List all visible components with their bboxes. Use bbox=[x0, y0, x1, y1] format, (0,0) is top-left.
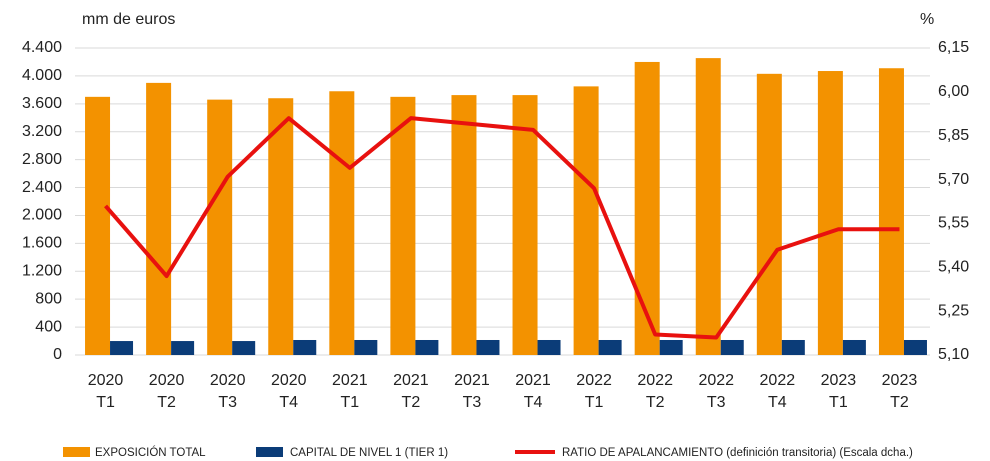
y-tick-label: 4.400 bbox=[22, 39, 62, 56]
bar bbox=[512, 95, 538, 355]
bar bbox=[781, 339, 805, 355]
x-tick-label: 2022 bbox=[698, 372, 734, 389]
bar bbox=[354, 339, 378, 355]
bar bbox=[232, 341, 256, 355]
bar bbox=[171, 341, 195, 355]
y2-tick-label: 5,55 bbox=[938, 215, 969, 232]
x-tick-label: 2020 bbox=[149, 372, 185, 389]
y2-tick-label: 6,00 bbox=[938, 83, 969, 100]
legend-label: EXPOSICIÓN TOTAL bbox=[95, 446, 206, 459]
y-unit-label: mm de euros bbox=[82, 11, 175, 28]
x-tick-label: T2 bbox=[890, 394, 909, 411]
bar bbox=[110, 341, 134, 355]
x-tick-label: T3 bbox=[463, 394, 482, 411]
bar bbox=[207, 99, 233, 355]
y-tick-label: 4.000 bbox=[22, 67, 62, 84]
bar bbox=[537, 339, 561, 355]
x-tick-label: T1 bbox=[340, 394, 359, 411]
bar bbox=[659, 339, 683, 355]
legend-label: RATIO DE APALANCAMIENTO (definición tran… bbox=[562, 447, 913, 459]
y-tick-label: 400 bbox=[35, 318, 62, 335]
x-tick-label: 2020 bbox=[271, 372, 307, 389]
y-tick-label: 2.000 bbox=[22, 207, 62, 224]
x-tick-label: T3 bbox=[218, 394, 237, 411]
x-tick-label: T4 bbox=[768, 394, 787, 411]
y-tick-label: 3.600 bbox=[22, 95, 62, 112]
legend-swatch bbox=[256, 447, 283, 457]
bar bbox=[903, 339, 927, 355]
bar bbox=[268, 98, 294, 356]
x-tick-label: 2020 bbox=[88, 372, 124, 389]
y2-tick-label: 5,10 bbox=[938, 346, 969, 363]
x-tick-label: T3 bbox=[707, 394, 726, 411]
x-tick-label: T1 bbox=[585, 394, 604, 411]
y2-tick-label: 6,15 bbox=[938, 39, 969, 56]
bar bbox=[598, 339, 622, 355]
x-tick-label: 2023 bbox=[882, 372, 918, 389]
bar bbox=[293, 339, 317, 355]
y2-tick-label: 5,40 bbox=[938, 259, 969, 276]
x-tick-label: 2023 bbox=[821, 372, 857, 389]
bar bbox=[146, 82, 172, 356]
bar bbox=[878, 68, 904, 355]
y-tick-label: 3.200 bbox=[22, 123, 62, 140]
x-tick-label: T4 bbox=[279, 394, 298, 411]
legend-swatch bbox=[63, 447, 90, 457]
legend-label: CAPITAL DE NIVEL 1 (TIER 1) bbox=[290, 447, 448, 459]
y-tick-label: 0 bbox=[53, 346, 62, 363]
bar bbox=[451, 95, 477, 355]
x-tick-label: T2 bbox=[646, 394, 665, 411]
x-tick-label: 2021 bbox=[515, 372, 551, 389]
y2-tick-label: 5,85 bbox=[938, 127, 969, 144]
x-tick-label: 2021 bbox=[332, 372, 368, 389]
bar bbox=[85, 96, 111, 355]
bar bbox=[634, 61, 660, 356]
bar bbox=[695, 58, 721, 356]
y-tick-label: 2.400 bbox=[22, 179, 62, 196]
x-tick-label: 2021 bbox=[454, 372, 490, 389]
y-tick-label: 1.200 bbox=[22, 262, 62, 279]
x-tick-label: 2020 bbox=[210, 372, 246, 389]
line bbox=[104, 116, 900, 340]
x-tick-label: T4 bbox=[524, 394, 543, 411]
x-tick-label: T2 bbox=[157, 394, 176, 411]
y2-tick-label: 5,25 bbox=[938, 302, 969, 319]
x-tick-label: 2021 bbox=[393, 372, 429, 389]
y-tick-label: 2.800 bbox=[22, 151, 62, 168]
x-tick-label: 2022 bbox=[576, 372, 612, 389]
x-tick-label: T2 bbox=[402, 394, 421, 411]
bar bbox=[390, 96, 416, 355]
bar bbox=[842, 339, 866, 355]
y-tick-label: 1.600 bbox=[22, 235, 62, 252]
bar bbox=[476, 339, 500, 355]
bar bbox=[415, 339, 439, 355]
x-tick-label: T1 bbox=[96, 394, 115, 411]
y2-unit-label: % bbox=[920, 11, 934, 28]
x-tick-label: 2022 bbox=[637, 372, 673, 389]
y-tick-label: 800 bbox=[35, 290, 62, 307]
bar bbox=[817, 71, 843, 356]
bar bbox=[756, 73, 782, 355]
x-tick-label: 2022 bbox=[760, 372, 796, 389]
y2-tick-label: 5,70 bbox=[938, 171, 969, 188]
x-tick-label: T1 bbox=[829, 394, 848, 411]
bar bbox=[720, 339, 744, 355]
bar bbox=[573, 86, 599, 355]
bar bbox=[329, 91, 355, 355]
